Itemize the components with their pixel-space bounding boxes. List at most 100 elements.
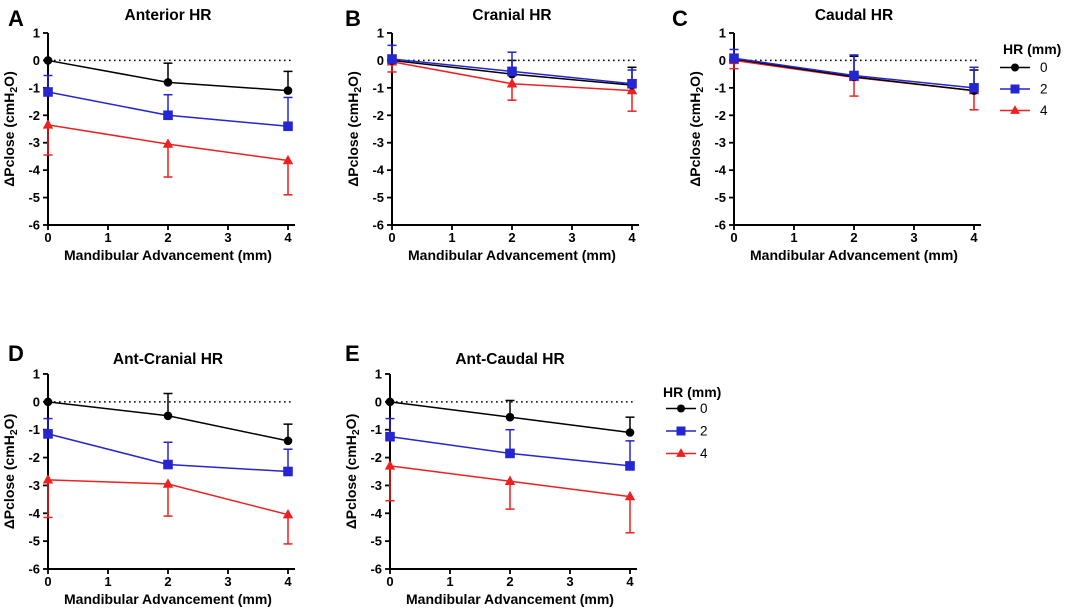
series-hr-4: [42, 474, 294, 545]
y-tick-label: -2: [28, 450, 40, 465]
y-tick-label: -6: [370, 562, 382, 577]
x-tick-label: 0: [388, 230, 395, 245]
marker-triangle: [282, 154, 294, 165]
marker-triangle: [162, 138, 174, 148]
marker-square: [283, 466, 293, 477]
x-axis-title: Mandibular Advancement (mm): [408, 247, 616, 263]
panel-letter: A: [8, 6, 24, 31]
legend-label: 0: [700, 401, 708, 416]
x-axis-title: Mandibular Advancement (mm): [750, 247, 958, 263]
y-tick-label: -4: [28, 163, 40, 178]
error-bar: [283, 160, 293, 196]
marker-circle: [43, 56, 53, 65]
x-tick-label: 4: [284, 574, 292, 589]
y-tick-label: -5: [714, 190, 726, 205]
chart-panel-ant-cranial-hr: D Ant-Cranial HR 1 0 -1 -2 -3 -4 -5 -6 0 1 2 3 4 Mandib…: [0, 330, 330, 615]
y-tick-label: -2: [372, 108, 384, 123]
legend-label: 0: [1040, 60, 1048, 75]
x-tick-label: 0: [386, 574, 393, 589]
x-tick-label: 4: [284, 230, 292, 245]
y-tick-label: -5: [370, 534, 382, 549]
axes: [733, 33, 981, 226]
marker-square: [283, 121, 293, 132]
y-axis-title: ΔPclose (cmH2O): [687, 71, 706, 187]
x-tick-label: 3: [568, 230, 575, 245]
y-tick-label: 0: [719, 53, 726, 68]
series-hr-2: [43, 417, 293, 477]
marker-triangle: [162, 478, 174, 488]
marker-square: [163, 110, 173, 121]
legend-svg: HR (mm) 0 2 4: [1000, 41, 1061, 118]
chart-panel-caudal-hr: C Caudal HR 1 0 -1 -2 -3 -4 -5 -6 0 1 2 3 4 Mandibular …: [660, 0, 990, 315]
x-tick-label: 0: [730, 230, 737, 245]
marker-circle: [505, 412, 515, 422]
chart-svg: C Caudal HR 1 0 -1 -2 -3 -4 -5 -6 0 1 2 3 4 Mandibular …: [672, 6, 981, 263]
x-tick-label: 2: [164, 574, 171, 589]
legend-label: 2: [700, 424, 708, 439]
y-tick-label: -3: [714, 135, 726, 150]
y-tick-label: 1: [33, 26, 40, 41]
y-tick-label: -3: [372, 135, 384, 150]
x-tick-label: 1: [104, 574, 111, 589]
legend-item-hr-0: 0: [666, 401, 708, 416]
marker-square: [507, 66, 517, 77]
x-tick-label: 2: [164, 230, 171, 245]
error-bar: [283, 96, 293, 127]
y-tick-label: -6: [28, 562, 40, 577]
x-tick-label: 1: [446, 574, 453, 589]
error-bar: [283, 514, 293, 545]
y-tick-label: -3: [28, 478, 40, 493]
y-tick-label: 0: [33, 394, 40, 409]
legend-item-hr-4: 4: [1000, 103, 1048, 118]
marker-square: [729, 53, 739, 64]
chart-title: Caudal HR: [815, 7, 893, 24]
y-tick-label: -1: [28, 80, 40, 95]
y-tick-label: 0: [377, 53, 384, 68]
error-bar: [43, 479, 53, 519]
x-tick-label: 2: [508, 230, 515, 245]
y-tick-label: 1: [719, 26, 726, 41]
legend-title: HR (mm): [663, 384, 721, 400]
y-tick-label: -1: [714, 80, 726, 95]
series-hr-0: [43, 56, 293, 95]
chart-svg: E Ant-Caudal HR 1 0 -1 -2 -3 -4 -5 -6 0 1 2 3 4 Mandibu…: [343, 341, 637, 607]
marker-triangle: [676, 448, 686, 457]
series-hr-0: [43, 392, 293, 446]
marker-triangle: [282, 508, 294, 519]
marker-square: [969, 83, 979, 93]
series-hr-0: [385, 397, 635, 437]
marker-circle: [625, 428, 635, 437]
x-tick-label: 3: [566, 574, 573, 589]
y-tick-label: -4: [370, 506, 382, 521]
marker-triangle: [504, 475, 516, 485]
y-tick-label: -2: [28, 108, 40, 123]
marker-circle: [1011, 63, 1019, 72]
error-bar: [163, 144, 173, 178]
series-hr-4: [42, 119, 294, 196]
error-bar: [625, 496, 635, 534]
x-tick-label: 3: [224, 574, 231, 589]
y-tick-label: -5: [372, 190, 384, 205]
marker-square: [676, 426, 686, 436]
y-tick-label: -1: [28, 422, 40, 437]
y-tick-label: -5: [28, 190, 40, 205]
y-tick-label: -4: [28, 506, 40, 521]
chart-svg: B Cranial HR 1 0 -1 -2 -3 -4 -5 -6 0 1 2 3 4 Mandibular…: [345, 6, 639, 263]
legend-label: 4: [1040, 103, 1048, 118]
legend-item-hr-2: 2: [666, 424, 708, 439]
x-axis-title: Mandibular Advancement (mm): [64, 591, 272, 607]
chart-title: Ant-Caudal HR: [455, 351, 564, 368]
chart-title: Cranial HR: [472, 7, 551, 24]
y-tick-label: 1: [33, 367, 40, 382]
x-tick-label: 1: [790, 230, 797, 245]
legend-top: HR (mm) 0 2 4: [997, 38, 1065, 148]
marker-square: [625, 461, 635, 471]
x-tick-label: 2: [506, 574, 513, 589]
y-tick-label: -2: [370, 450, 382, 465]
marker-square: [627, 78, 637, 89]
panel-letter: D: [8, 341, 24, 366]
y-tick-label: 0: [375, 394, 382, 409]
chart-title: Ant-Cranial HR: [113, 351, 223, 368]
y-tick-label: 1: [375, 367, 382, 382]
